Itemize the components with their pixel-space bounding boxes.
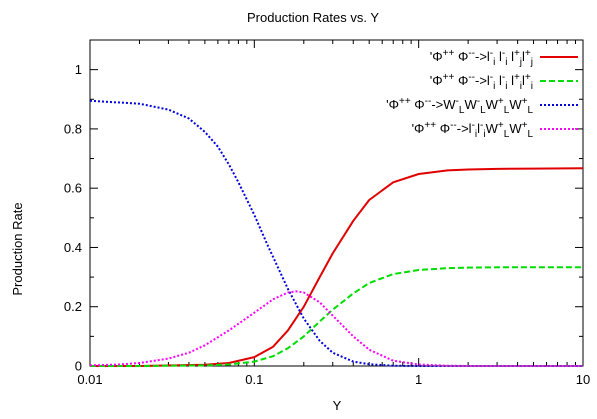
y-tick-label: 0.8 bbox=[64, 121, 82, 136]
x-axis-label: Y bbox=[333, 398, 342, 413]
legend-label-3: 'Φ++ Φ--->W-LW-LW+LW+L bbox=[386, 96, 533, 116]
y-tick-label: 0 bbox=[75, 359, 82, 374]
x-tick-label: 0.1 bbox=[245, 372, 263, 387]
y-axis-label: Production Rate bbox=[10, 202, 25, 295]
legend-label-1: 'Φ++ Φ--->l-i l-i l+jl+j bbox=[430, 48, 533, 68]
series-line-3 bbox=[89, 99, 583, 367]
x-tick-label: 0.01 bbox=[77, 372, 102, 387]
axis-ticks: 0 0.2 0.4 0.6 0.8 1 0.01 0.1 1 10 bbox=[64, 39, 590, 387]
x-tick-label: 10 bbox=[576, 372, 590, 387]
series-lines bbox=[89, 99, 584, 367]
series-line-1 bbox=[90, 167, 584, 367]
series-line-4 bbox=[89, 290, 583, 367]
plot-area-frame bbox=[89, 39, 584, 367]
legend-label-2: 'Φ++ Φ--->l-i l-i l+il+i bbox=[430, 72, 533, 92]
legend-label-4: 'Φ++ Φ--->l-il-iW+LW+L bbox=[412, 120, 534, 140]
chart-title: Production Rates vs. Y bbox=[247, 10, 379, 25]
x-tick-label: 1 bbox=[415, 372, 422, 387]
legend: 'Φ++ Φ--->l-i l-i l+jl+j 'Φ++ Φ--->l-i l-… bbox=[386, 48, 578, 140]
y-tick-label: 0.4 bbox=[64, 240, 82, 255]
y-tick-label: 1 bbox=[75, 62, 82, 77]
y-tick-label: 0.6 bbox=[64, 181, 82, 196]
series-line-2 bbox=[90, 266, 583, 367]
y-tick-label: 0.2 bbox=[64, 299, 82, 314]
